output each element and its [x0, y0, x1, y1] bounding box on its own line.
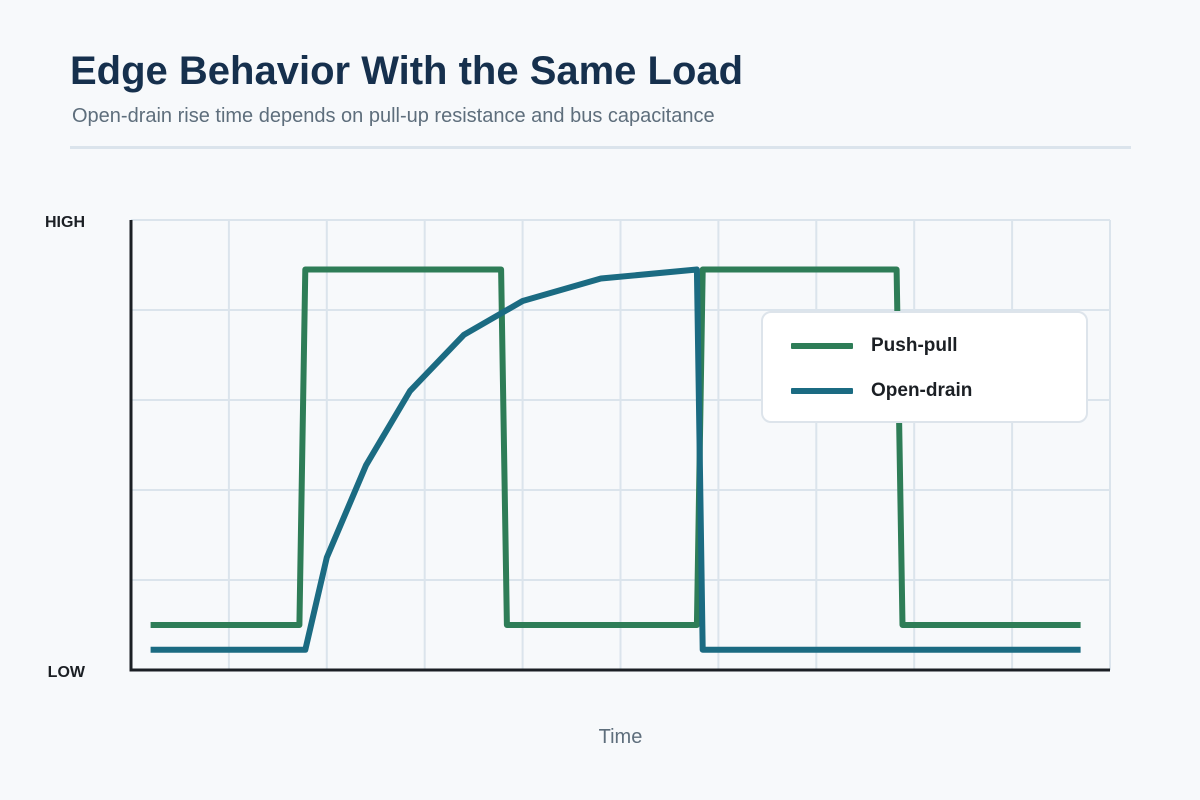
series-line-push-pull	[150, 266, 1081, 628]
series-lines	[150, 266, 1081, 653]
x-axis-label: Time	[599, 726, 643, 748]
legend-label-push-pull: Push-pull	[871, 335, 958, 356]
legend-item-open-drain: Open-drain	[791, 379, 972, 403]
legend-label-open-drain: Open-drain	[871, 380, 973, 401]
legend-swatch-push-pull	[791, 343, 853, 349]
series-line-open-drain	[150, 266, 1081, 653]
legend: Push-pull Open-drain	[761, 311, 1088, 423]
legend-item-push-pull: Push-pull	[791, 334, 958, 358]
grid	[131, 219, 1111, 670]
chart-subtitle: Open-drain rise time depends on pull-up …	[72, 105, 715, 127]
header-divider	[70, 146, 1131, 149]
legend-swatch-open-drain	[791, 388, 853, 394]
axes	[129, 220, 1110, 672]
chart-title: Edge Behavior With the Same Load	[70, 49, 744, 93]
y-tick-low: LOW	[48, 664, 86, 681]
y-tick-high: HIGH	[45, 214, 85, 231]
